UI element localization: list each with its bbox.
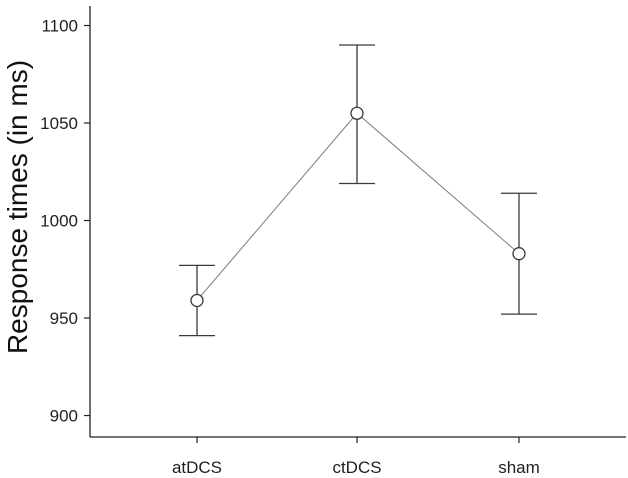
data-point-atdcs: [190, 293, 204, 308]
y-ticks: 900 950 1000 1050 1100: [40, 17, 90, 426]
series-layer: [179, 44, 537, 337]
x-tick-label-atdcs: atDCS: [172, 458, 222, 477]
y-tick-label: 900: [50, 407, 78, 426]
y-tick-label: 1000: [40, 212, 78, 231]
y-tick-label: 1050: [40, 114, 78, 133]
y-tick-label: 1100: [41, 17, 78, 36]
y-axis-title: Response times (in ms): [2, 60, 33, 354]
x-tick-label-sham: sham: [498, 458, 540, 477]
axes: [89, 6, 626, 438]
x-ticks: atDCS ctDCS sham: [172, 437, 540, 477]
y-tick-label: 950: [50, 309, 78, 328]
series-line: [196, 112, 520, 301]
data-point-ctdcs: [350, 106, 364, 120]
data-point-sham: [512, 247, 526, 261]
x-tick-label-ctdcs: ctDCS: [332, 458, 381, 477]
